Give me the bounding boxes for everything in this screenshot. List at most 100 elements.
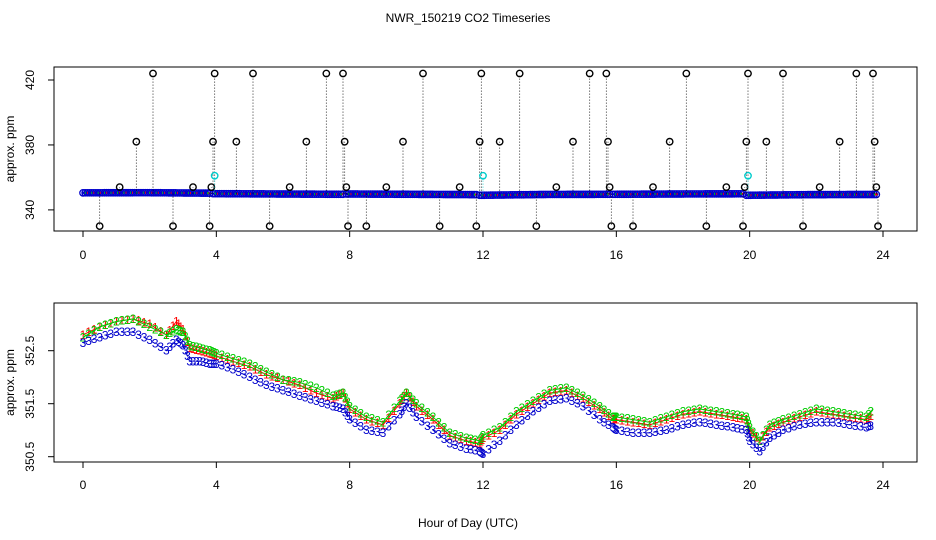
series-marker-2: 2: [391, 401, 398, 415]
series-marker-2: 2: [166, 326, 173, 340]
series-marker-2: 2: [613, 410, 620, 424]
series-marker-3: 3: [467, 443, 474, 457]
series-marker-1: 1: [745, 420, 752, 434]
series-marker-3: 3: [541, 398, 548, 412]
series-marker-2: 2: [380, 415, 387, 429]
series-marker-2: 2: [463, 431, 470, 445]
x-tick-label: 12: [476, 248, 490, 262]
series-marker-1: 1: [763, 425, 770, 439]
series-marker-3: 3: [374, 425, 381, 439]
series-marker-2: 2: [435, 415, 442, 429]
series-marker-3: 3: [446, 436, 453, 450]
series-marker-1: 1: [491, 426, 498, 440]
series-marker-3: 3: [419, 414, 426, 428]
outlier-point: [869, 69, 877, 78]
outlier-point: [189, 183, 197, 192]
series-marker-3: 3: [230, 362, 237, 376]
outlier-point: [495, 137, 504, 146]
series-marker-2: 2: [491, 423, 498, 437]
series-marker-2: 2: [635, 413, 642, 427]
series-marker-3: 3: [785, 421, 792, 435]
outlier-point: [607, 222, 616, 231]
series-marker-2: 2: [419, 401, 426, 415]
outlier-point: [665, 137, 674, 146]
series-marker-1: 1: [263, 368, 270, 382]
series-marker-2: 2: [612, 410, 619, 424]
series-marker-1: 1: [152, 321, 159, 335]
series-marker-3: 3: [180, 338, 187, 352]
series-marker-3: 3: [613, 423, 620, 437]
series-marker-3: 3: [646, 426, 653, 440]
series-marker-1: 1: [744, 416, 751, 430]
series-marker-2: 2: [193, 340, 200, 354]
series-marker-2: 2: [580, 389, 587, 403]
series-marker-2: 2: [175, 323, 182, 337]
series-marker-3: 3: [557, 392, 564, 406]
series-marker-2: 2: [502, 415, 509, 429]
series-marker-2: 2: [702, 403, 709, 417]
series-marker-1: 1: [296, 378, 303, 392]
series-marker-3: 3: [430, 423, 437, 437]
series-marker-1: 1: [419, 404, 426, 418]
series-marker-3: 3: [319, 396, 326, 410]
series-marker-2: 2: [780, 413, 787, 427]
series-marker-2: 2: [80, 330, 87, 344]
series-marker-2: 2: [107, 316, 114, 330]
outlier-point: [285, 183, 294, 192]
series-marker-2: 2: [146, 320, 153, 334]
series-marker-2: 2: [802, 406, 809, 420]
series-marker-2: 2: [252, 360, 259, 374]
outlier-point: [742, 137, 751, 146]
series-marker-3: 3: [352, 416, 359, 430]
series-marker-2: 2: [476, 434, 483, 448]
series-marker-1: 1: [613, 413, 620, 427]
series-marker-2: 2: [646, 415, 653, 429]
baseline-point: [872, 190, 881, 199]
outlier-point: [419, 69, 427, 78]
series-marker-3: 3: [535, 401, 542, 415]
series-marker-1: 1: [374, 416, 381, 430]
series-marker-3: 3: [130, 325, 137, 339]
y-tick-label: 352.5: [23, 335, 37, 365]
series-marker-3: 3: [246, 370, 253, 384]
series-marker-2: 2: [307, 379, 314, 393]
series-marker-2: 2: [610, 410, 617, 424]
series-marker-3: 3: [457, 440, 464, 454]
outlier-point: [362, 222, 371, 231]
outlier-point: [322, 69, 331, 78]
series-marker-2: 2: [102, 318, 109, 332]
series-marker-1: 1: [619, 413, 626, 427]
series-marker-3: 3: [274, 382, 281, 396]
series-marker-2: 2: [624, 412, 631, 426]
chart-title: NWR_150219 CO2 Timeseries: [386, 11, 551, 25]
series-marker-3: 3: [166, 340, 173, 354]
series-marker-2: 2: [574, 386, 581, 400]
series-marker-2: 2: [424, 406, 431, 420]
series-marker-1: 1: [852, 411, 859, 425]
x-tick-label: 4: [213, 248, 220, 262]
series-marker-2: 2: [302, 377, 309, 391]
series-marker-2: 2: [552, 383, 559, 397]
series-marker-1: 1: [180, 323, 187, 337]
series-marker-3: 3: [119, 325, 126, 339]
series-marker-3: 3: [502, 429, 509, 443]
series-marker-1: 1: [291, 376, 298, 390]
series-marker-1: 1: [674, 409, 681, 423]
series-marker-3: 3: [546, 394, 553, 408]
x-tick-label: 12: [476, 478, 490, 492]
outlier-point: [799, 222, 807, 231]
series-marker-2: 2: [739, 409, 746, 423]
series-marker-1: 1: [193, 343, 200, 357]
series-marker-1: 1: [333, 390, 340, 404]
series-marker-3: 3: [476, 444, 483, 458]
series-marker-1: 1: [743, 413, 750, 427]
series-marker-3: 3: [612, 422, 619, 436]
series-marker-1: 1: [235, 356, 242, 370]
series-marker-3: 3: [630, 426, 637, 440]
series-marker-1: 1: [476, 436, 483, 450]
series-marker-1: 1: [519, 404, 526, 418]
series-marker-2: 2: [224, 350, 231, 364]
series-marker-2: 2: [452, 428, 459, 442]
series-marker-3: 3: [691, 416, 698, 430]
series-marker-1: 1: [485, 429, 492, 443]
